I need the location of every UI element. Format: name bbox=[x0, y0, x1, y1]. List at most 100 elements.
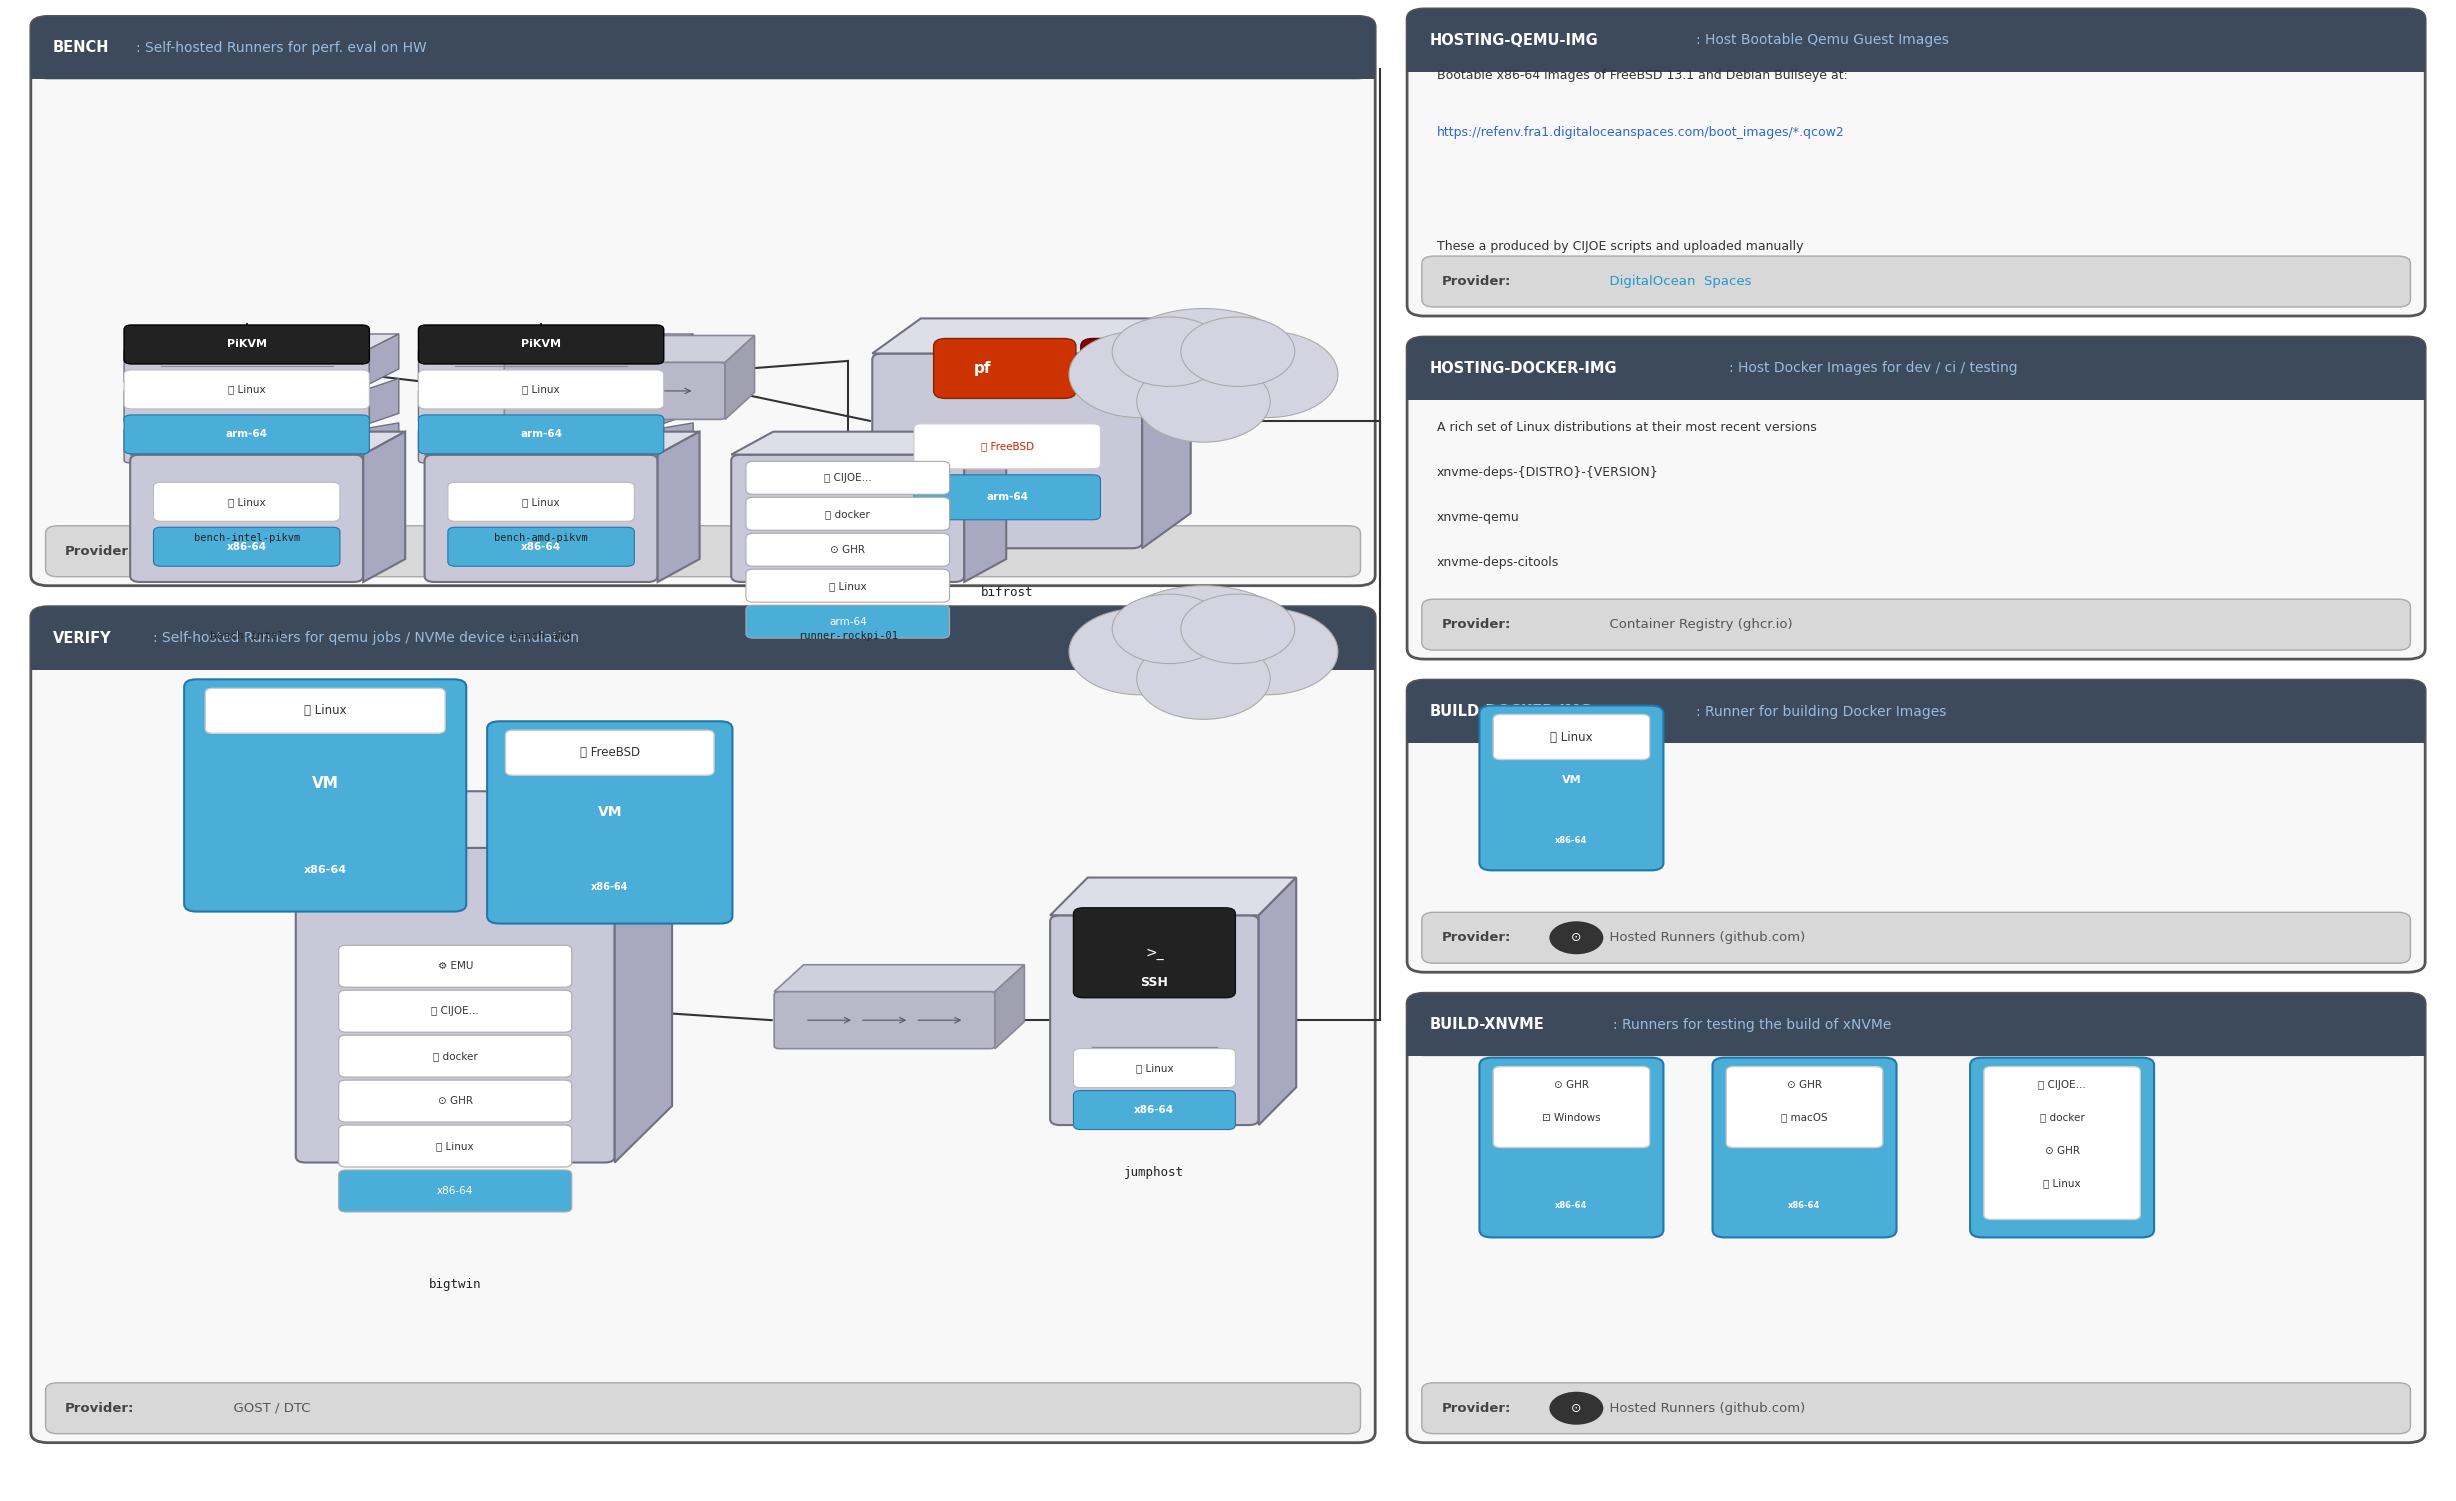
Text: ⊡ Windows: ⊡ Windows bbox=[1542, 1112, 1601, 1123]
Polygon shape bbox=[663, 378, 693, 423]
Polygon shape bbox=[125, 335, 398, 348]
Text: : Self-hosted Runners for qemu jobs / NVMe device emulation: : Self-hosted Runners for qemu jobs / NV… bbox=[152, 630, 580, 645]
FancyBboxPatch shape bbox=[1479, 1058, 1663, 1237]
FancyBboxPatch shape bbox=[747, 569, 950, 602]
FancyBboxPatch shape bbox=[32, 606, 1375, 1442]
Text: These a produced by CIJOE scripts and uploaded manually: These a produced by CIJOE scripts and up… bbox=[1437, 240, 1803, 252]
FancyBboxPatch shape bbox=[152, 482, 339, 521]
Text: bifrost: bifrost bbox=[980, 585, 1034, 599]
Bar bbox=[1407, 711, 2424, 743]
Polygon shape bbox=[1142, 318, 1191, 548]
Polygon shape bbox=[368, 335, 398, 384]
Text: GOST / DTC: GOST / DTC bbox=[223, 1402, 309, 1415]
FancyBboxPatch shape bbox=[1727, 1067, 1884, 1148]
Circle shape bbox=[1181, 317, 1294, 386]
FancyBboxPatch shape bbox=[295, 848, 614, 1162]
Text: 🐧 Linux: 🐧 Linux bbox=[1135, 1063, 1174, 1073]
Bar bbox=[32, 638, 1375, 669]
FancyBboxPatch shape bbox=[418, 414, 663, 453]
Circle shape bbox=[1550, 922, 1604, 955]
FancyBboxPatch shape bbox=[732, 455, 965, 582]
FancyBboxPatch shape bbox=[1407, 9, 2424, 72]
Text: 🐧 Linux: 🐧 Linux bbox=[523, 497, 560, 507]
Polygon shape bbox=[614, 791, 673, 1162]
Text: 🐧 Linux: 🐧 Linux bbox=[1550, 731, 1594, 743]
Text: Provider:: Provider: bbox=[66, 545, 135, 558]
Polygon shape bbox=[658, 432, 700, 582]
FancyBboxPatch shape bbox=[1073, 1049, 1235, 1088]
Text: 🐧 Linux: 🐧 Linux bbox=[437, 1141, 474, 1151]
FancyBboxPatch shape bbox=[125, 428, 368, 462]
FancyBboxPatch shape bbox=[152, 527, 339, 566]
Text: ⭐ CIJOE...: ⭐ CIJOE... bbox=[432, 1006, 479, 1016]
Circle shape bbox=[1196, 332, 1339, 417]
FancyBboxPatch shape bbox=[1051, 916, 1257, 1126]
Text: ⊙ GHR: ⊙ GHR bbox=[1788, 1079, 1822, 1090]
Text: VERIFY: VERIFY bbox=[54, 630, 111, 645]
Text: x86-64: x86-64 bbox=[1555, 836, 1587, 845]
Text: x86-64: x86-64 bbox=[437, 1186, 474, 1196]
Text: arm-64: arm-64 bbox=[828, 617, 867, 626]
Text: x86-64: x86-64 bbox=[521, 542, 560, 552]
Text: jumphost: jumphost bbox=[1125, 1165, 1184, 1178]
FancyBboxPatch shape bbox=[339, 946, 572, 988]
FancyBboxPatch shape bbox=[130, 455, 363, 582]
Text: Provider:: Provider: bbox=[1442, 1402, 1510, 1415]
Text: arm-64: arm-64 bbox=[987, 492, 1029, 503]
FancyBboxPatch shape bbox=[1970, 1058, 2154, 1237]
FancyBboxPatch shape bbox=[506, 731, 715, 775]
FancyBboxPatch shape bbox=[339, 1126, 572, 1166]
FancyBboxPatch shape bbox=[1407, 994, 2424, 1442]
Bar bbox=[1407, 41, 2424, 72]
FancyBboxPatch shape bbox=[747, 461, 950, 494]
FancyBboxPatch shape bbox=[447, 527, 634, 566]
Circle shape bbox=[1137, 360, 1270, 443]
Text: Bootable x86-64 images of FreeBSD 13.1 and Debian Bullseye at:: Bootable x86-64 images of FreeBSD 13.1 a… bbox=[1437, 69, 1847, 83]
Text: : Host Bootable Qemu Guest Images: : Host Bootable Qemu Guest Images bbox=[1697, 33, 1950, 48]
Text: runner-rockpi-01: runner-rockpi-01 bbox=[798, 630, 899, 641]
FancyBboxPatch shape bbox=[1479, 705, 1663, 871]
Text: : Runner for building Docker Images: : Runner for building Docker Images bbox=[1697, 704, 1948, 719]
FancyBboxPatch shape bbox=[486, 722, 732, 923]
Circle shape bbox=[1105, 309, 1302, 428]
FancyBboxPatch shape bbox=[747, 497, 950, 530]
Text: ⊙: ⊙ bbox=[1572, 1402, 1582, 1415]
FancyBboxPatch shape bbox=[1407, 338, 2424, 659]
Text: Provider:: Provider: bbox=[1442, 618, 1510, 630]
Text: xnvme-deps-citools: xnvme-deps-citools bbox=[1437, 555, 1560, 569]
Text: Provider:: Provider: bbox=[1442, 931, 1510, 944]
Text: Provider:: Provider: bbox=[1442, 275, 1510, 288]
FancyBboxPatch shape bbox=[125, 414, 368, 453]
FancyBboxPatch shape bbox=[339, 1081, 572, 1123]
FancyBboxPatch shape bbox=[1081, 339, 1179, 398]
Polygon shape bbox=[418, 335, 693, 348]
Text: 🐧 Linux: 🐧 Linux bbox=[2043, 1178, 2080, 1189]
Polygon shape bbox=[363, 432, 405, 582]
Text: BUILD-DOCKER-IMG: BUILD-DOCKER-IMG bbox=[1429, 704, 1591, 719]
FancyBboxPatch shape bbox=[125, 389, 368, 423]
FancyBboxPatch shape bbox=[447, 482, 634, 521]
Text: A rich set of Linux distributions at their most recent versions: A rich set of Linux distributions at the… bbox=[1437, 420, 1817, 434]
Text: 🐧 Linux: 🐧 Linux bbox=[228, 497, 265, 507]
FancyBboxPatch shape bbox=[1422, 257, 2409, 308]
Text: ⊙ GHR: ⊙ GHR bbox=[1555, 1079, 1589, 1090]
Polygon shape bbox=[965, 432, 1007, 582]
Circle shape bbox=[1550, 1391, 1604, 1424]
Text: ⚙: ⚙ bbox=[1122, 359, 1137, 377]
Text: arm-64: arm-64 bbox=[226, 429, 268, 440]
Text: VM: VM bbox=[2051, 1132, 2073, 1145]
Text: ⊙ GHR: ⊙ GHR bbox=[2043, 1145, 2080, 1156]
Text: VM: VM bbox=[312, 776, 339, 791]
FancyBboxPatch shape bbox=[1407, 338, 2424, 399]
Circle shape bbox=[1105, 585, 1302, 705]
Polygon shape bbox=[725, 336, 754, 419]
Text: 🐋 docker: 🐋 docker bbox=[432, 1051, 476, 1061]
FancyBboxPatch shape bbox=[1984, 1067, 2139, 1219]
Circle shape bbox=[1068, 332, 1211, 417]
FancyBboxPatch shape bbox=[1712, 1058, 1896, 1237]
Text: HOSTING-QEMU-IMG: HOSTING-QEMU-IMG bbox=[1429, 33, 1599, 48]
FancyBboxPatch shape bbox=[418, 326, 663, 363]
FancyBboxPatch shape bbox=[47, 1382, 1361, 1433]
FancyBboxPatch shape bbox=[418, 428, 663, 462]
Text: 🐧 Linux: 🐧 Linux bbox=[305, 704, 346, 717]
